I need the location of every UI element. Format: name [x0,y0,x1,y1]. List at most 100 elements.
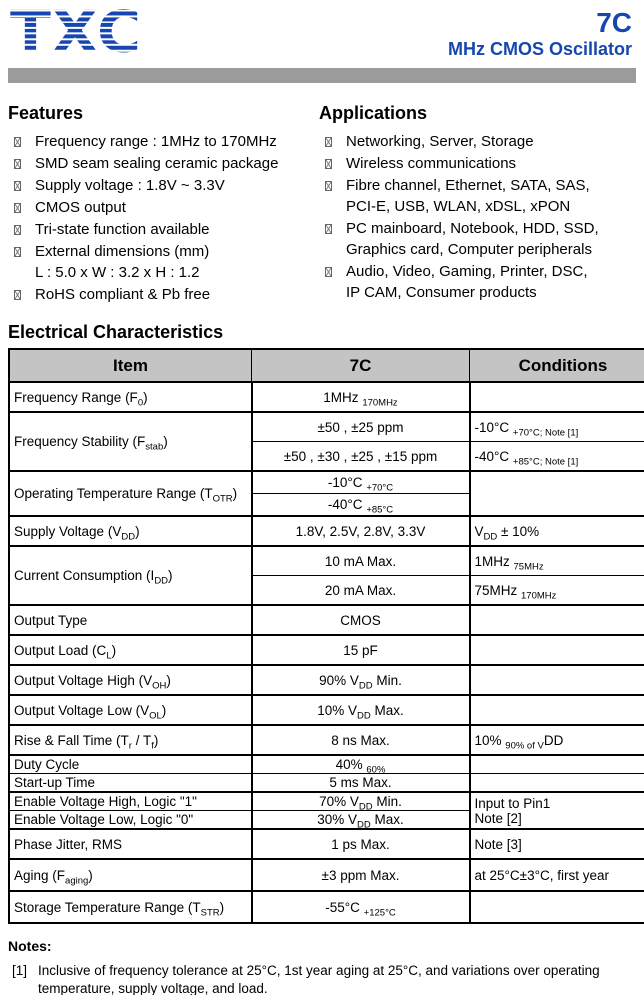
table-cell-value: 10 mA Max. [251,545,471,576]
square-bullet-icon [14,290,21,300]
table-row: Operating Temperature Range (TOTR) -10°C … [8,470,644,517]
feature-item-text: External dimensions (mm) L : 5.0 x W : 3.… [35,243,210,281]
table-cell-item: Supply Voltage (VDD) [8,515,253,547]
table-header-cell: Item [8,348,252,383]
table-cell-item: Output Load (CL) [8,634,253,666]
table-row: Aging (Faging) ±3 ppm Max. at 25°C±3°C, fi… [8,858,644,892]
table-cell-item: Enable Voltage Low, Logic "0" [8,810,253,830]
table-cell-item: Storage Temperature Range (TSTR) [8,890,253,924]
table-row: Enable Voltage Low, Logic "0" 30% VDD Max… [8,810,644,830]
feature-item: SMD seam sealing ceramic package [8,153,313,174]
table-cell-item: Output Voltage High (VOH) [8,664,253,696]
table-cell-value: 8 ns Max. [251,724,471,756]
table-cell-value: 15 pF [251,634,471,666]
note-text: Inclusive of frequency tolerance at 25°C… [38,963,600,995]
table-cell-item: Current Consumption (IDD) [8,545,253,606]
table-cell-item: Output Type [8,604,253,636]
table-cell-conditions [469,773,644,793]
table-cell-conditions: -40°C +85°C; Note [1] [469,441,644,472]
feature-item: Supply voltage : 1.8V ~ 3.3V [8,175,313,196]
table-cell-conditions: 1MHz 75MHz [469,545,644,576]
application-item-text: Wireless communications [346,155,517,172]
features-title: Features [8,103,84,123]
table-row: Duty Cycle 40% 60% [8,754,644,774]
table-cell-item: Aging (Faging) [8,858,253,892]
table-row: Output Voltage High (VOH) 90% VDD Min. [8,664,644,696]
square-bullet-icon [325,267,332,277]
table-cell-conditions: 75MHz 170MHz [469,575,644,606]
table-row: Storage Temperature Range (TSTR) -55°C +1… [8,890,644,924]
product-subtitle: MHz CMOS Oscillator [447,39,632,59]
table-cell-value: ±50 , ±25 ppm [251,411,471,442]
feature-item: Frequency range : 1MHz to 170MHz [8,131,313,152]
header-title-block: 7C MHz CMOS Oscillator [448,6,634,60]
application-item: Wireless communications [319,153,636,174]
table-row: Frequency Range (F0) 1MHz 170MHz [8,381,644,413]
table-cell-value: -40°C +85°C [251,493,471,517]
table-cell-conditions [469,604,644,636]
table-row: Phase Jitter, RMS 1 ps Max. Note [3] [8,828,644,860]
table-row: Frequency Stability (Fstab) ±50 , ±25 ppm… [8,411,644,472]
table-row: Output Voltage Low (VOL) 10% VDD Max. [8,694,644,726]
features-section: Features Frequency range : 1MHz to 170MH… [8,103,313,306]
application-item: Audio, Video, Gaming, Printer, DSC, IP CA… [319,261,636,303]
table-cell-conditions: Input to Pin1 Note [2] [469,791,644,830]
electrical-table-head: Item 7C Conditions [8,348,644,383]
square-bullet-icon [14,181,21,191]
table-cell-value: 1.8V, 2.5V, 2.8V, 3.3V [251,515,471,547]
square-bullet-icon [325,137,332,147]
application-item: PC mainboard, Notebook, HDD, SSD, Graphic… [319,218,636,260]
square-bullet-icon [325,181,332,191]
header-divider-bar [8,68,636,83]
table-cell-conditions: Note [3] [469,828,644,860]
page-header: TXC 7C MHz CMOS Oscillator [0,0,644,62]
feature-item: CMOS output [8,197,313,218]
applications-list: Networking, Server, Storage Wireless comm… [319,131,636,303]
table-row: ±50 , ±30 , ±25 , ±15 ppm -40°C +85°C; No… [9,441,644,472]
table-cell-value: 1 ps Max. [251,828,471,860]
square-bullet-icon [14,203,21,213]
feature-item-text: CMOS output [35,199,126,216]
table-row: Enable Voltage High, Logic "1" 70% VDD Mi… [8,791,644,830]
table-cell-item: Enable Voltage High, Logic "1" [8,791,253,811]
application-item-text: Audio, Video, Gaming, Printer, DSC, IP CA… [346,263,588,301]
electrical-table: Item 7C Conditions Frequency Range (F0) 1MH… [8,348,644,924]
table-row: Output Type CMOS [8,604,644,636]
table-cell-conditions [469,754,644,774]
table-cell-conditions: 10% 90% of VDD [469,724,644,756]
features-list: Frequency range : 1MHz to 170MHz SMD seam… [8,131,313,305]
table-row: Rise & Fall Time (Tr / Tf) 8 ns Max. 10% 9… [8,724,644,756]
table-cell-item: Frequency Stability (Fstab) [8,411,253,472]
table-cell-conditions: VDD ± 10% [469,515,644,547]
table-row: Start-up Time 5 ms Max. [8,773,644,793]
square-bullet-icon [14,159,21,169]
table-cell-value: 90% VDD Min. [251,664,471,696]
application-item-text: Networking, Server, Storage [346,133,534,150]
table-cell-value: ±3 ppm Max. [251,858,471,892]
table-cell-item: Operating Temperature Range (TOTR) [8,470,253,517]
feature-item-text: SMD seam sealing ceramic package [35,155,279,172]
square-bullet-icon [14,225,21,235]
table-cell-item: Frequency Range (F0) [8,381,253,413]
feature-item-text: Frequency range : 1MHz to 170MHz [35,133,277,150]
table-cell-value: -10°C +70°C [251,470,471,494]
square-bullet-icon [325,224,332,234]
application-item-text: PC mainboard, Notebook, HDD, SSD, Graphic… [346,220,599,258]
feature-item: RoHS compliant & Pb free [8,284,313,305]
application-item-text: Fibre channel, Ethernet, SATA, SAS, PCI-E… [346,177,590,215]
notes-title: Notes: [8,938,52,954]
table-cell-conditions [469,381,644,413]
table-cell-conditions [469,634,644,666]
feature-item: External dimensions (mm) L : 5.0 x W : 3.… [8,241,313,283]
table-cell-value: ±50 , ±30 , ±25 , ±15 ppm [251,441,471,472]
notes-list: [1] Inclusive of frequency tolerance at 2… [8,962,636,995]
applications-title: Applications [319,103,428,123]
table-cell-value: -55°C +125°C [251,890,471,924]
table-cell-value: 1MHz 170MHz [251,381,471,413]
note-ref: [1] [12,963,28,978]
applications-section: Applications Networking, Server, Storage… [313,103,636,306]
notes-section: Notes: [1] Inclusive of frequency toleran… [8,938,636,995]
application-item: Fibre channel, Ethernet, SATA, SAS, PCI-E… [319,175,636,217]
square-bullet-icon [14,247,21,257]
